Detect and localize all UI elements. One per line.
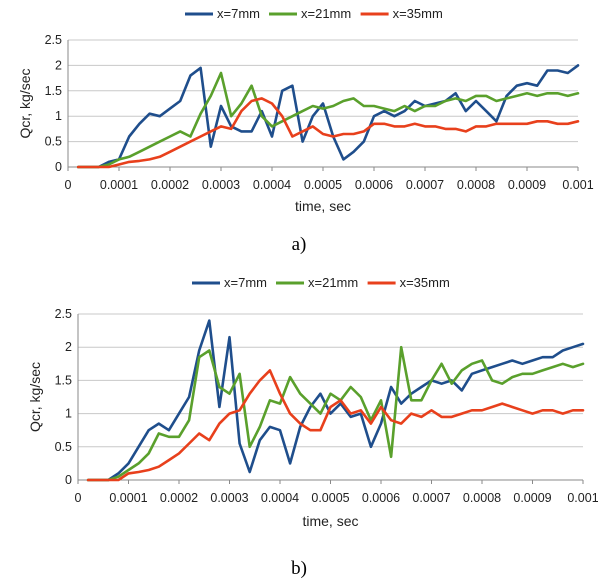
x-tick-label: 0.0005 bbox=[304, 178, 342, 192]
legend-item: x=35mm bbox=[367, 275, 450, 290]
legend-item: x=35mm bbox=[360, 6, 443, 21]
x-tick-label: 0 bbox=[75, 491, 82, 505]
y-tick-label: 0 bbox=[55, 160, 62, 174]
x-tick-label: 0.0007 bbox=[412, 491, 450, 505]
x-tick-label: 0.0009 bbox=[508, 178, 546, 192]
x-tick-label: 0.001 bbox=[567, 491, 598, 505]
y-axis-label: Qcr, kg/sec bbox=[17, 68, 33, 138]
series-line-x35mm bbox=[76, 97, 580, 169]
y-tick-label: 2.5 bbox=[45, 33, 62, 47]
series-line-x7mm bbox=[86, 319, 585, 482]
series-line-x21mm bbox=[86, 345, 585, 482]
x-tick-label: 0.0001 bbox=[109, 491, 147, 505]
x-tick-label: 0.0003 bbox=[210, 491, 248, 505]
x-tick-label: 0.0001 bbox=[100, 178, 138, 192]
panel-label: b) bbox=[291, 558, 307, 579]
x-tick-label: 0.0007 bbox=[406, 178, 444, 192]
series-line-x21mm bbox=[76, 71, 580, 169]
x-tick-label: 0.0006 bbox=[362, 491, 400, 505]
panel-label: a) bbox=[292, 234, 307, 255]
legend-item: x=7mm bbox=[185, 6, 260, 21]
legend-item: x=7mm bbox=[192, 275, 267, 290]
y-tick-label: 0 bbox=[65, 473, 72, 487]
legend-label: x=7mm bbox=[224, 275, 267, 290]
x-tick-label: 0.001 bbox=[562, 178, 593, 192]
series-line-x35mm bbox=[86, 369, 585, 482]
legend-item: x=21mm bbox=[276, 275, 358, 290]
x-tick-label: 0.0006 bbox=[355, 178, 393, 192]
y-tick-label: 0.5 bbox=[45, 135, 62, 149]
y-tick-label: 0.5 bbox=[55, 440, 72, 454]
y-tick-label: 1 bbox=[55, 109, 62, 123]
x-tick-label: 0 bbox=[65, 178, 72, 192]
legend-label: x=35mm bbox=[393, 6, 443, 21]
x-tick-label: 0.0002 bbox=[160, 491, 198, 505]
legend-label: x=35mm bbox=[400, 275, 450, 290]
x-tick-label: 0.0002 bbox=[151, 178, 189, 192]
y-tick-label: 1.5 bbox=[55, 373, 72, 387]
y-tick-label: 2 bbox=[55, 58, 62, 72]
legend-label: x=7mm bbox=[217, 6, 260, 21]
y-tick-label: 2 bbox=[65, 340, 72, 354]
x-tick-label: 0.0008 bbox=[457, 178, 495, 192]
x-tick-label: 0.0008 bbox=[463, 491, 501, 505]
chart-panel-b: 0 0.5 1 1.5 2 2.5 0 0.0001 0.0002 0.0003 0.0004 0.0… bbox=[27, 275, 598, 579]
legend-label: x=21mm bbox=[301, 6, 351, 21]
x-axis-label: time, sec bbox=[302, 513, 358, 529]
y-tick-label: 1 bbox=[65, 407, 72, 421]
series-line-x7mm bbox=[76, 64, 580, 169]
x-axis-label: time, sec bbox=[295, 198, 351, 214]
x-tick-label: 0.0003 bbox=[202, 178, 240, 192]
x-tick-label: 0.0009 bbox=[513, 491, 551, 505]
legend-item: x=21mm bbox=[269, 6, 351, 21]
chart-panel-a: 0 0.5 1 1.5 2 2.5 0 0.0001 0.0002 0.0003 0.0004 0.0… bbox=[17, 6, 594, 255]
y-axis-label: Qcr, kg/sec bbox=[27, 362, 43, 432]
x-tick-label: 0.0004 bbox=[253, 178, 291, 192]
legend-label: x=21mm bbox=[308, 275, 358, 290]
x-tick-label: 0.0004 bbox=[261, 491, 299, 505]
y-tick-label: 1.5 bbox=[45, 84, 62, 98]
x-tick-label: 0.0005 bbox=[311, 491, 349, 505]
y-tick-label: 2.5 bbox=[55, 307, 72, 321]
